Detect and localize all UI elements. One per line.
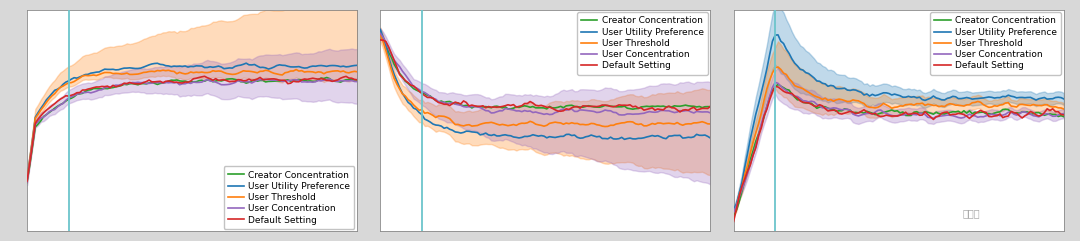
Legend: Creator Concentration, User Utility Preference, User Threshold, User Concentrati: Creator Concentration, User Utility Pref…: [577, 12, 707, 74]
Legend: Creator Concentration, User Utility Preference, User Threshold, User Concentrati: Creator Concentration, User Utility Pref…: [224, 167, 354, 229]
Legend: Creator Concentration, User Utility Preference, User Threshold, User Concentrati: Creator Concentration, User Utility Pref…: [930, 12, 1061, 74]
Text: 新智元: 新智元: [962, 209, 981, 219]
